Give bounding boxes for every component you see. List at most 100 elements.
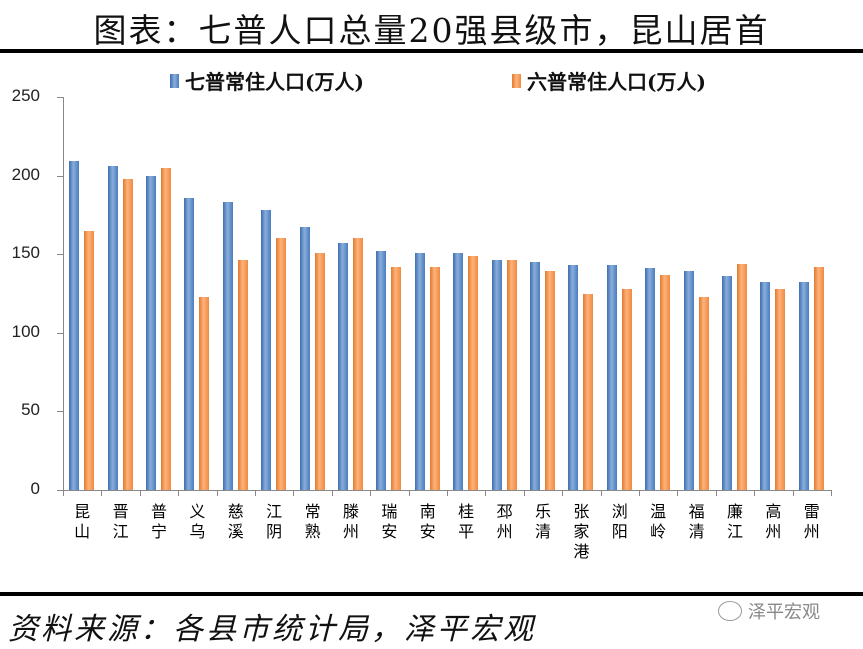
x-tick: [447, 490, 448, 496]
x-tick: [408, 490, 410, 496]
bar-2020: [299, 227, 310, 490]
y-tick: [57, 490, 63, 491]
bar-2010: [468, 255, 479, 490]
bar-2020: [645, 268, 656, 490]
y-axis: [63, 97, 64, 490]
x-tick-label: 邳州: [496, 502, 513, 541]
bar-2020: [530, 262, 540, 490]
x-tick-label: 雷州: [803, 502, 820, 541]
title-divider: [0, 49, 863, 53]
x-tick: [562, 490, 564, 496]
x-tick: [293, 490, 295, 496]
x-tick: [178, 490, 180, 496]
x-tick-label: 浏阳: [611, 502, 628, 541]
y-tick: [57, 97, 63, 98]
bar-2020: [261, 210, 272, 490]
x-tick-label: 义乌: [189, 502, 206, 541]
bar-2010: [199, 296, 210, 490]
legend-swatch-orange: [512, 73, 521, 88]
bar-2020: [146, 175, 156, 490]
x-tick-label: 高州: [765, 502, 782, 541]
wechat-icon: [718, 601, 742, 621]
x-tick: [485, 490, 487, 496]
bar-2010: [391, 266, 402, 490]
bar-2020: [683, 271, 694, 490]
x-tick-label: 廉江: [726, 502, 743, 541]
bar-2020: [69, 161, 80, 490]
y-tick: [57, 411, 63, 413]
y-tick-label: 0: [30, 479, 40, 498]
x-tick: [715, 490, 717, 496]
x-tick-label: 桂平: [458, 502, 475, 541]
x-tick: [677, 490, 679, 496]
bar-2020: [798, 282, 809, 490]
bar-2020: [107, 166, 118, 490]
x-tick: [255, 490, 256, 496]
bar-2020: [606, 265, 617, 490]
x-tick-label: 晋江: [112, 502, 129, 541]
watermark: 泽平宏观: [718, 598, 820, 624]
x-tick-label: 常熟: [304, 502, 321, 541]
bar-2010: [161, 167, 171, 490]
bar-2020: [453, 252, 464, 490]
y-tick-label: 250: [11, 86, 40, 105]
legend-item-2020: 七普常住人口(万人): [170, 66, 364, 95]
x-tick: [216, 490, 218, 496]
y-tick: [57, 175, 63, 177]
bar-2010: [122, 178, 133, 490]
bar-2010: [276, 238, 287, 490]
bar-2020: [338, 243, 348, 490]
y-tick: [57, 332, 63, 334]
bar-2010: [698, 296, 709, 490]
x-tick: [523, 490, 525, 496]
legend-swatch-blue: [170, 73, 179, 88]
y-tick-label: 200: [11, 164, 40, 184]
y-tick-label: 50: [21, 400, 40, 420]
x-tick: [831, 490, 832, 496]
bar-2020: [184, 197, 195, 490]
x-tick: [600, 490, 602, 496]
bar-2020: [222, 202, 233, 490]
bar-2010: [621, 288, 632, 490]
bar-2010: [660, 274, 671, 490]
bar-2010: [506, 260, 517, 490]
x-tick: [639, 490, 640, 496]
x-tick-label: 张家港: [573, 502, 590, 561]
legend-item-2010: 六普常住人口(万人): [512, 66, 706, 95]
x-tick-label: 瑞安: [381, 502, 398, 541]
bar-2020: [376, 251, 387, 490]
bar-2010: [775, 288, 786, 490]
bar-2010: [237, 260, 248, 490]
x-tick: [754, 490, 756, 496]
x-tick: [139, 490, 141, 496]
legend-label: 七普常住人口(万人): [185, 70, 364, 94]
bar-2020: [722, 276, 732, 490]
footer-divider: [0, 592, 863, 596]
bar-2010: [84, 230, 95, 490]
x-tick-label: 江阴: [266, 502, 283, 541]
bar-2010: [737, 263, 747, 490]
bar-2010: [545, 271, 555, 490]
y-tick-label: 150: [11, 243, 40, 263]
x-tick-label: 乐清: [534, 502, 551, 541]
source-note: 资料来源：各县市统计局，泽平宏观: [8, 612, 536, 647]
x-tick: [63, 490, 64, 496]
x-tick: [370, 490, 372, 496]
bar-2010: [353, 238, 363, 490]
bar-2020: [414, 252, 425, 490]
watermark-text: 泽平宏观: [748, 602, 820, 623]
bar-2010: [813, 266, 824, 490]
x-tick: [101, 490, 103, 496]
bar-2010: [314, 252, 325, 490]
y-tick: [57, 254, 63, 256]
chart-legend: 七普常住人口(万人) 六普常住人口(万人): [0, 66, 863, 96]
y-tick-label: 100: [11, 321, 40, 341]
x-tick-label: 南安: [419, 502, 436, 541]
x-tick-label: 慈溪: [227, 502, 244, 541]
bar-2020: [568, 265, 579, 490]
x-tick-label: 福清: [688, 502, 705, 541]
bar-2010: [429, 266, 440, 490]
x-tick-label: 温岭: [650, 502, 667, 541]
chart-title: 图表：七普人口总量20强县级市，昆山居首: [93, 11, 770, 50]
x-axis: [57, 490, 831, 491]
